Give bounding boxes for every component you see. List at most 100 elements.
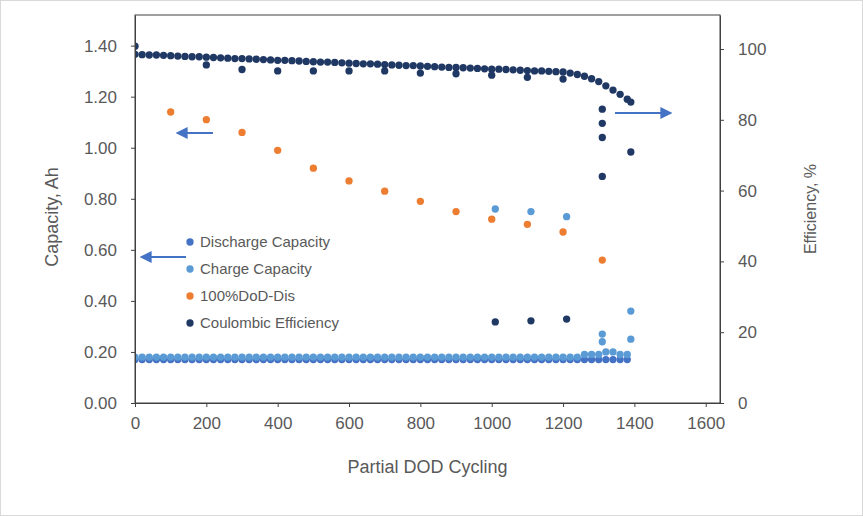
point	[295, 57, 302, 64]
point	[188, 53, 195, 60]
point	[599, 173, 606, 180]
point	[431, 63, 438, 70]
series	[135, 205, 634, 360]
point	[492, 318, 499, 325]
point	[581, 351, 588, 358]
tick: 1.00	[84, 139, 135, 158]
point	[452, 64, 459, 71]
point	[488, 72, 495, 79]
tick: 60	[720, 182, 757, 201]
y-axis: 0.000.200.400.600.801.001.201.40	[84, 16, 136, 413]
point	[438, 353, 445, 360]
point	[345, 59, 352, 66]
legend-marker	[186, 265, 193, 272]
tick-mark	[563, 403, 564, 407]
point	[167, 108, 174, 115]
legend-label: Charge Capacity	[200, 260, 312, 277]
point	[452, 70, 459, 77]
point	[381, 67, 388, 74]
point	[531, 67, 538, 74]
point	[310, 67, 317, 74]
point	[524, 74, 531, 81]
tick-mark	[349, 403, 350, 407]
point	[595, 78, 602, 85]
point	[360, 353, 367, 360]
tick-mark	[135, 403, 136, 407]
point	[559, 75, 566, 82]
point	[481, 65, 488, 72]
point	[481, 353, 488, 360]
point	[402, 353, 409, 360]
tick: 0.20	[84, 343, 135, 362]
tick-mark	[131, 352, 135, 353]
point	[602, 356, 609, 363]
point	[527, 317, 534, 324]
point	[517, 353, 524, 360]
point	[452, 208, 459, 215]
point	[317, 58, 324, 65]
axis-line	[136, 403, 721, 404]
tick-mark	[706, 403, 707, 407]
background	[1, 1, 863, 516]
point	[281, 57, 288, 64]
point	[627, 148, 634, 155]
tick: 0	[131, 403, 140, 433]
tick-label: 0.20	[84, 343, 117, 362]
tick-mark	[131, 97, 135, 98]
point	[224, 353, 231, 360]
point	[452, 353, 459, 360]
tick-label: 0.00	[84, 394, 117, 413]
tick: 100	[720, 40, 766, 59]
point	[374, 61, 381, 68]
tick: 80	[720, 111, 757, 130]
point	[460, 353, 467, 360]
point	[196, 53, 203, 60]
point	[167, 52, 174, 59]
tick: 600	[335, 403, 363, 433]
point	[616, 351, 623, 358]
point	[552, 353, 559, 360]
point	[303, 58, 310, 65]
point	[559, 353, 566, 360]
point	[388, 353, 395, 360]
point	[203, 353, 210, 360]
point	[417, 198, 424, 205]
point	[196, 353, 203, 360]
point	[138, 353, 145, 360]
tick: 1000	[473, 403, 511, 433]
point	[245, 55, 252, 62]
tick-label: 600	[335, 414, 363, 433]
point	[495, 353, 502, 360]
point	[595, 351, 602, 358]
point	[509, 353, 516, 360]
point	[567, 353, 574, 360]
tick-label: 1.00	[84, 139, 117, 158]
tick-mark	[131, 46, 135, 47]
point	[253, 56, 260, 63]
point	[353, 353, 360, 360]
point	[559, 68, 566, 75]
point	[602, 348, 609, 355]
point	[345, 67, 352, 74]
point	[310, 353, 317, 360]
point	[295, 353, 302, 360]
point	[609, 356, 616, 363]
point	[599, 330, 606, 337]
x-axis: 02004006008001000120014001600	[131, 403, 725, 433]
point	[324, 353, 331, 360]
tick-mark	[131, 148, 135, 149]
point	[374, 353, 381, 360]
point	[495, 66, 502, 73]
point	[331, 353, 338, 360]
point	[274, 353, 281, 360]
point	[524, 67, 531, 74]
point	[545, 353, 552, 360]
tick-label: 60	[738, 182, 757, 201]
point	[203, 53, 210, 60]
point	[599, 338, 606, 345]
point	[174, 52, 181, 59]
point	[410, 62, 417, 69]
point	[627, 307, 634, 314]
point	[288, 57, 295, 64]
point	[588, 75, 595, 82]
